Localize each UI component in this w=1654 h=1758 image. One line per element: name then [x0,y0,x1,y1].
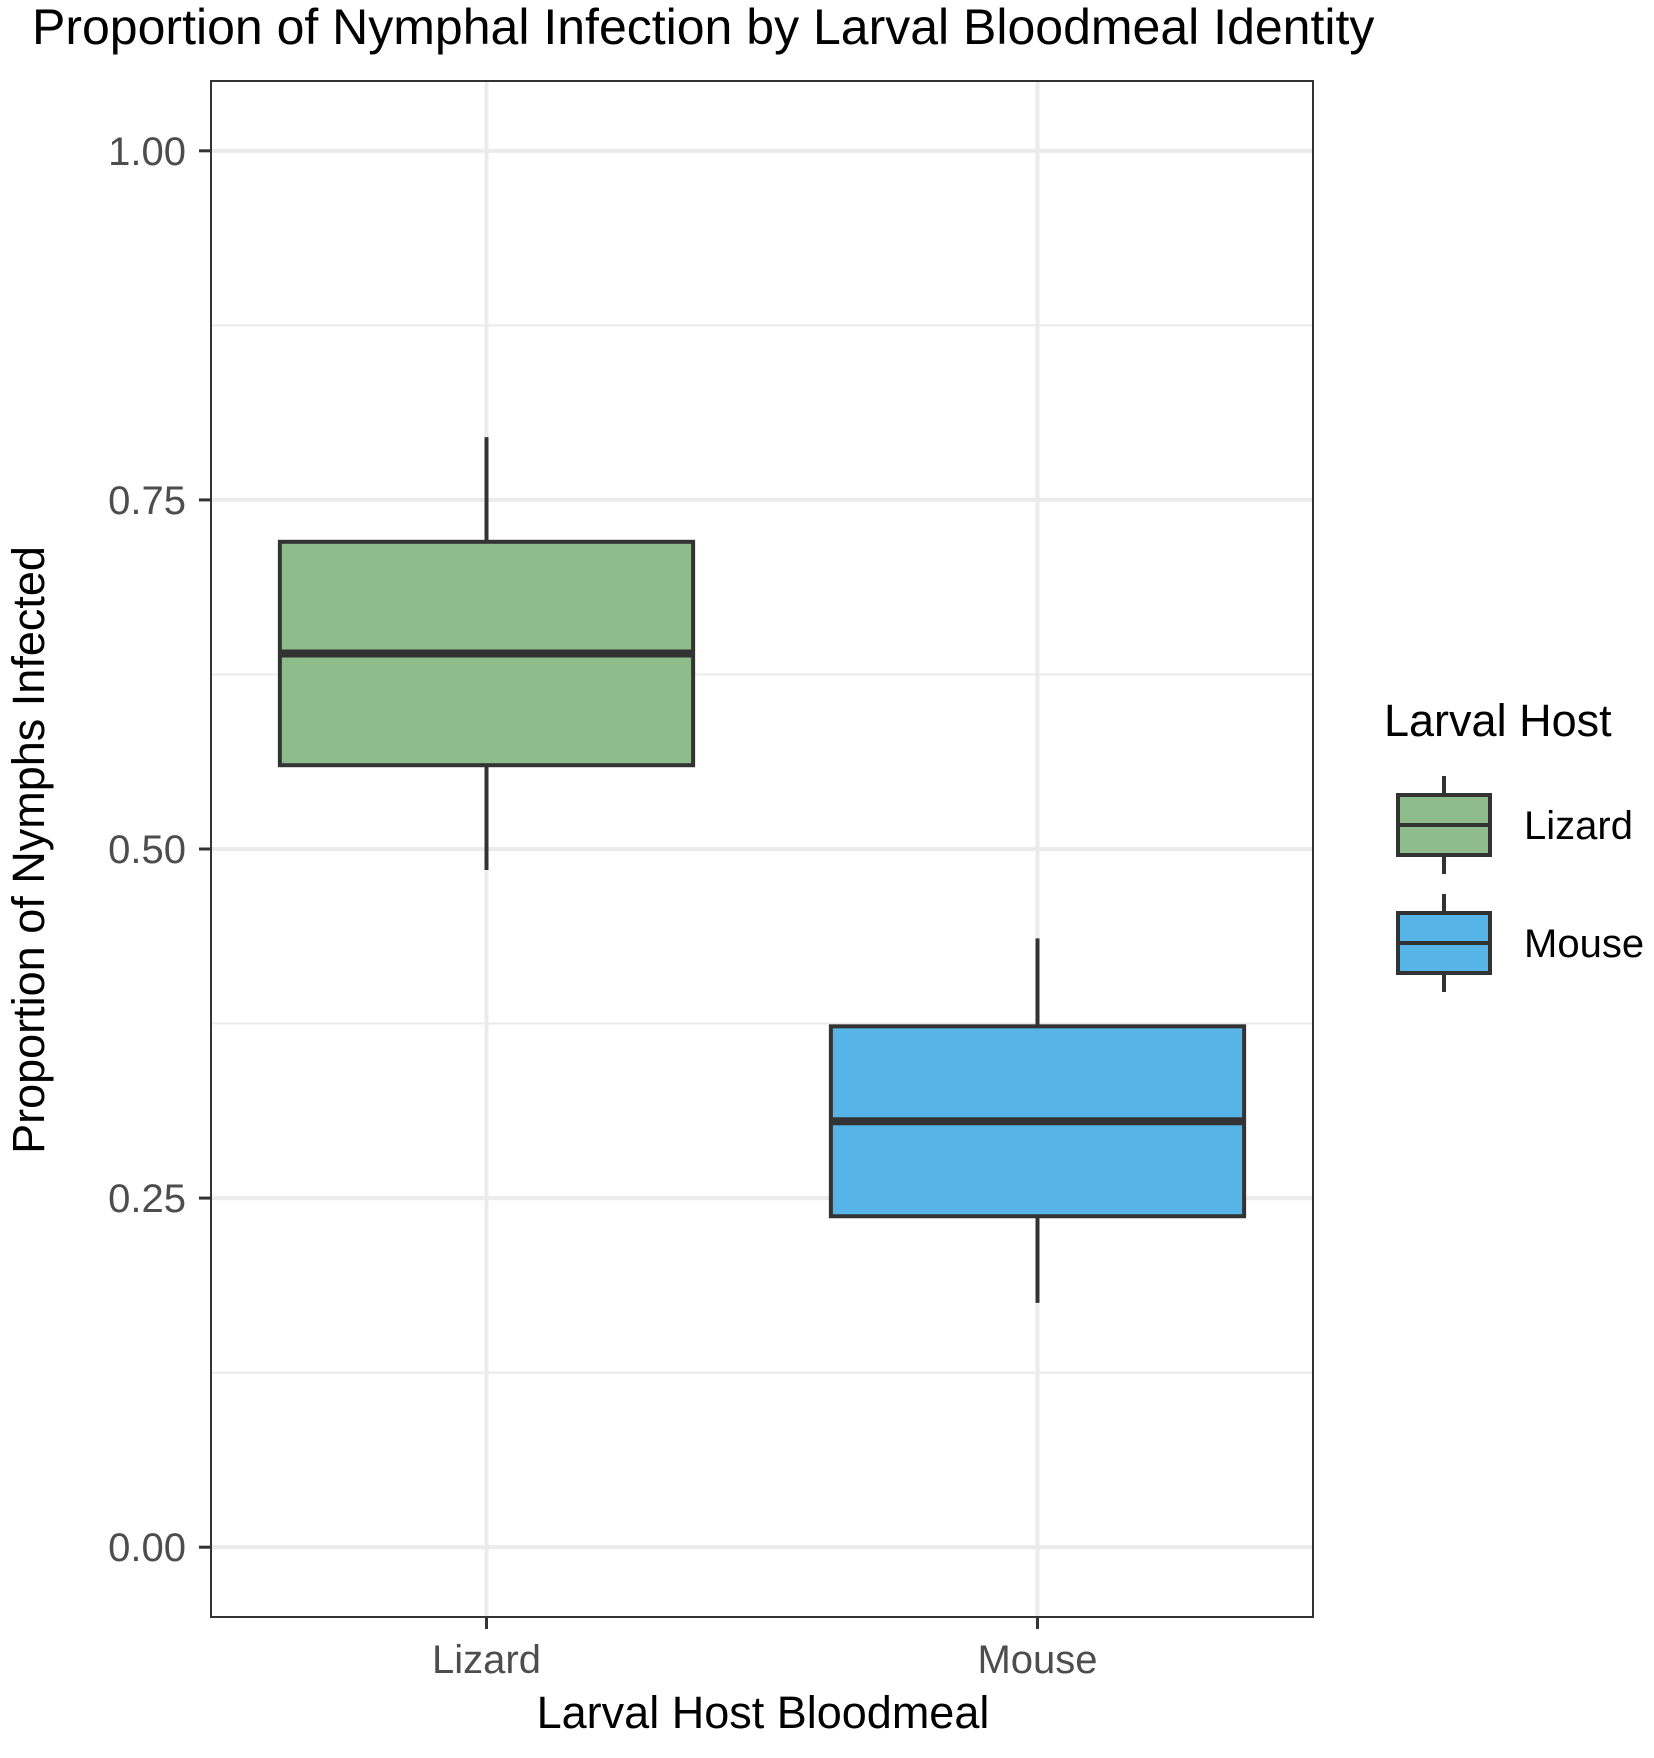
y-tick-label: 0.25 [108,1177,186,1221]
x-tick-label: Lizard [432,1638,541,1682]
x-tick-label: Mouse [977,1638,1097,1682]
legend-item-mouse: Mouse [1396,894,1644,992]
x-axis-title: Larval Host Bloodmeal [537,1687,990,1738]
box-lizard [277,437,696,870]
y-tick-label: 0.75 [108,479,186,523]
box-mouse [828,938,1247,1303]
y-tick-label: 1.00 [108,130,186,174]
legend-items: Lizard Mouse [1396,776,1644,992]
x-axis: Lizard Mouse [432,1617,1098,1682]
legend-label: Mouse [1524,922,1644,966]
legend-title: Larval Host [1384,695,1612,746]
y-tick-label: 0.00 [108,1526,186,1570]
y-axis: 0.00 0.25 0.50 0.75 1.00 [108,130,211,1570]
y-axis-title: Proportion of Nymphs Infected [3,546,54,1154]
boxplot-series [277,437,1247,1303]
y-tick-label: 0.50 [108,828,186,872]
chart-title: Proportion of Nymphal Infection by Larva… [32,0,1374,55]
legend: Larval Host Lizard Mouse [1384,695,1644,992]
legend-item-lizard: Lizard [1396,776,1633,874]
grid-lines [211,81,1313,1617]
legend-label: Lizard [1524,804,1633,848]
